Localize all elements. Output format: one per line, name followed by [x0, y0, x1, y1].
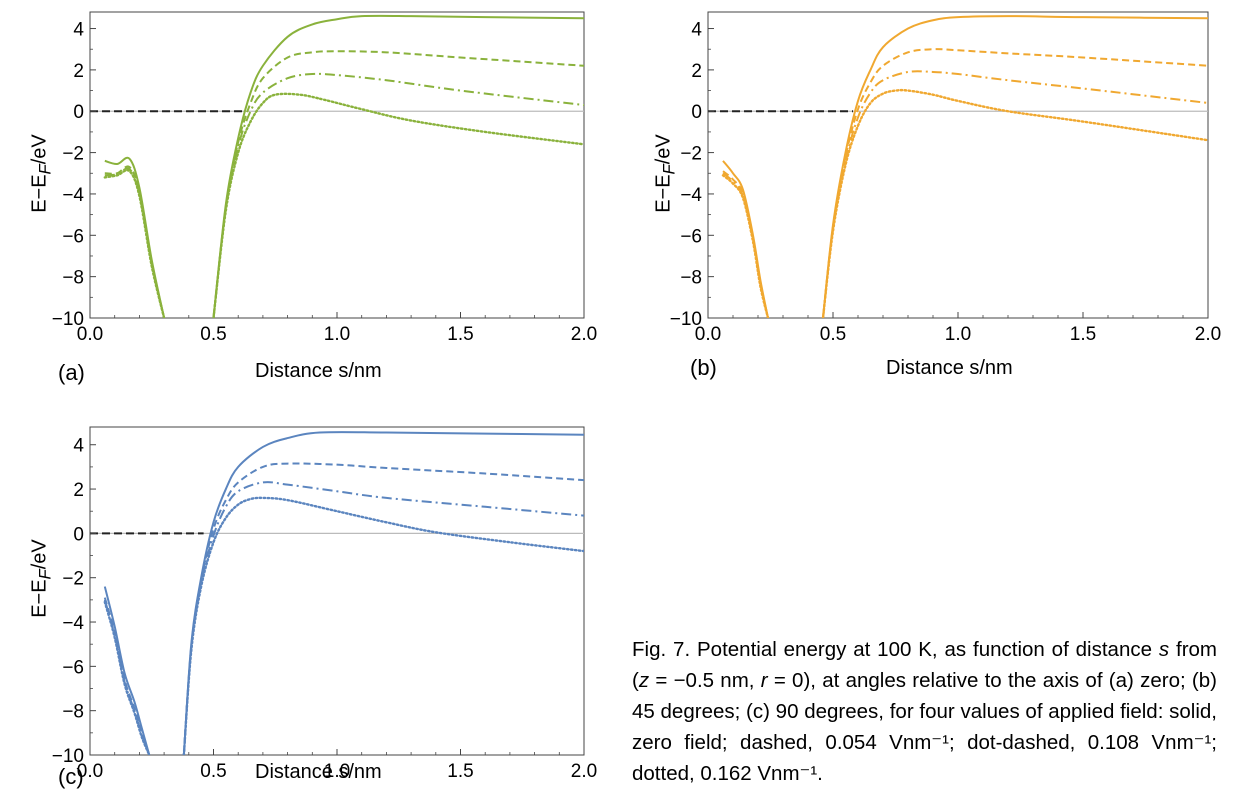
chart-a-ylabel: E−EF/eV: [28, 134, 55, 213]
chart-b-ylabel: E−EF/eV: [652, 134, 679, 213]
chart-a-xtick-label: 1.5: [447, 324, 473, 345]
chart-a-ytick-label: −10: [52, 309, 84, 330]
chart-a-ytick-label: −8: [62, 268, 84, 289]
chart-c-xtick-label: 2.0: [571, 761, 597, 782]
chart-c-ytick-label: 2: [73, 480, 84, 501]
chart-a-series-dotted-left: [103, 169, 166, 318]
chart-c-xlabel: Distance s/nm: [255, 761, 382, 783]
chart-b-series-dashdot-left: [722, 172, 769, 318]
chart-b-panel-label: (b): [690, 355, 717, 380]
chart-c-series-dashed-right: [182, 462, 584, 755]
chart-a-series-dotted-right: [212, 92, 584, 318]
chart-a-ytick-label: −2: [62, 144, 84, 165]
chart-a-panel-label: (a): [58, 360, 85, 385]
chart-b-xtick-label: 2.0: [1195, 324, 1221, 345]
chart-c-series-dotted-right: [182, 496, 584, 755]
chart-a-svg: 0.0 0.5 1.0 1.5 2.0 4 2 0 −2 −4 −6 −8 −10: [52, 11, 597, 345]
chart-a-xtick-label: 1.0: [324, 324, 350, 345]
chart-b-ytick-label: 2: [691, 61, 702, 82]
chart-a-series-dashed-left: [104, 165, 166, 318]
chart-b-xtick-label: 0.0: [695, 324, 721, 345]
chart-b-ytick-label: 0: [691, 102, 702, 123]
chart-panel-b: 0.0 0.5 1.0 1.5 2.0 4 2 0 −2 −4 −6 −8 −10 E−EF/eV Di…: [624, 0, 1241, 390]
chart-a-series-dashed-right: [212, 50, 584, 318]
chart-panel-a: 0.0 0.5 1.0 1.5 2.0 4 2 0 −2 −4 −6 −8 −10 E−EF/eV Di…: [0, 0, 600, 390]
chart-a-ytick-label: −6: [62, 226, 84, 247]
chart-c-svg: 0.0 0.5 1.0 1.5 2.0 4 2 0 −2 −4 −6 −8 −10: [52, 426, 597, 782]
chart-b-frame: [707, 11, 1209, 319]
chart-b-xtick-label: 0.5: [820, 324, 846, 345]
chart-c-xtick-label: 1.0: [324, 761, 350, 782]
chart-a-xtick-label: 2.0: [571, 324, 597, 345]
chart-b-xtick-label: 1.5: [1070, 324, 1096, 345]
chart-a-series-dashdot-right: [212, 72, 584, 318]
chart-c-ytick-label: −6: [62, 657, 84, 678]
chart-b-series-dashdot-right: [822, 70, 1208, 318]
chart-b-ytick-label: −6: [680, 226, 702, 247]
chart-c-xtick-label: 0.5: [200, 761, 226, 782]
chart-c-ytick-label: −10: [52, 746, 84, 767]
chart-c-ytick-label: 0: [73, 524, 84, 545]
chart-a-frame: [89, 11, 585, 319]
chart-b-ytick-label: −4: [680, 185, 702, 206]
chart-b-series-dotted-left: [721, 174, 770, 318]
chart-a-xlabel: Distance s/nm: [255, 360, 382, 382]
chart-c-ytick-label: −4: [62, 613, 84, 634]
chart-c-frame: [89, 426, 585, 756]
chart-c-series-dashdot-right: [182, 481, 584, 755]
chart-b-series-dashed-left: [722, 170, 769, 318]
chart-c-panel-label: (c): [58, 764, 84, 789]
chart-c-ytick-label: 4: [73, 436, 84, 457]
chart-c-series-dotted-left: [103, 600, 151, 755]
chart-panel-c: 0.0 0.5 1.0 1.5 2.0 4 2 0 −2 −4 −6 −8 −10 E−EF/eV Di…: [0, 400, 610, 798]
chart-a-ytick-label: 4: [73, 20, 84, 41]
chart-b-series-dotted-right: [821, 88, 1208, 318]
chart-b-ytick-label: 4: [691, 20, 702, 41]
chart-c-ytick-label: −8: [62, 702, 84, 723]
chart-c-series-solid-right: [182, 431, 584, 755]
chart-a-xtick-label: 0.0: [77, 324, 103, 345]
chart-a-ytick-label: −4: [62, 185, 84, 206]
chart-c-ytick-label: −2: [62, 569, 84, 590]
chart-b-ytick-label: −10: [670, 309, 702, 330]
chart-a-xtick-label: 0.5: [200, 324, 226, 345]
chart-c-series-solid-left: [103, 586, 151, 755]
chart-b-ytick-label: −2: [680, 144, 702, 165]
chart-a-ytick-label: 2: [73, 61, 84, 82]
chart-b-series-dashed-right: [822, 48, 1208, 318]
chart-b-ytick-label: −8: [680, 268, 702, 289]
chart-b-xtick-label: 1.0: [945, 324, 971, 345]
chart-b-svg: 0.0 0.5 1.0 1.5 2.0 4 2 0 −2 −4 −6 −8 −10: [670, 11, 1221, 345]
chart-b-xlabel: Distance s/nm: [886, 357, 1013, 379]
chart-a-ytick-label: 0: [73, 102, 84, 123]
figure-caption: Fig. 7. Potential energy at 100 K, as fu…: [632, 638, 1217, 785]
chart-c-xtick-label: 1.5: [447, 761, 473, 782]
chart-a-series-solid-left: [104, 156, 166, 318]
chart-a-series-dashdot-left: [104, 167, 166, 318]
chart-c-xtick-label: 0.0: [77, 761, 103, 782]
chart-c-ylabel: E−EF/eV: [28, 539, 55, 618]
